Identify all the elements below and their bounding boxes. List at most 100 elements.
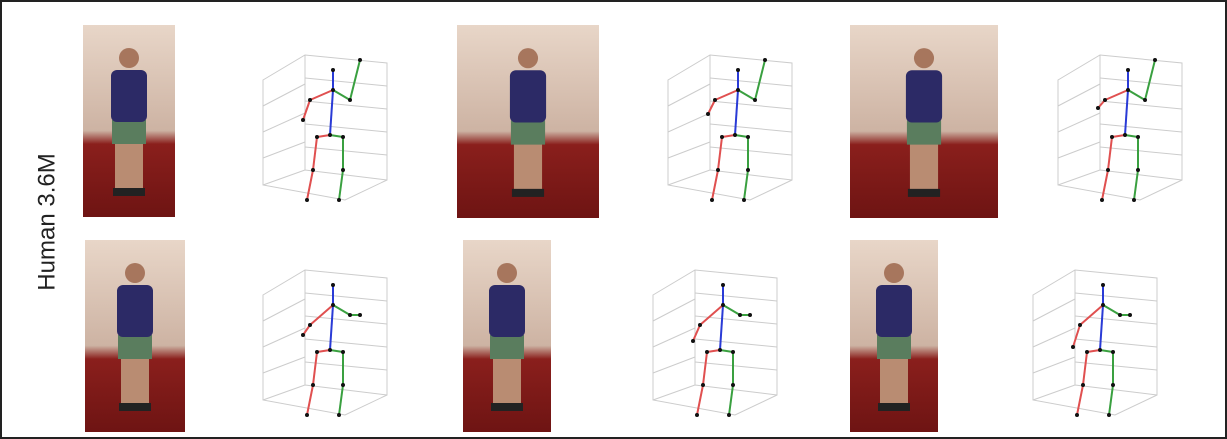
plot-grid [1075, 316, 1157, 324]
person-shoes [878, 403, 910, 411]
skeleton-joint [1106, 168, 1110, 172]
skeleton-bone [718, 137, 722, 170]
skeleton-bone [310, 305, 333, 325]
person-shorts [490, 335, 524, 359]
skeleton-joint [308, 98, 312, 102]
person-shoes [113, 188, 145, 196]
skeleton-bone [1080, 305, 1103, 325]
skeleton-joint [1085, 350, 1089, 354]
skeleton-bone [350, 60, 360, 100]
photo [457, 25, 599, 218]
plot-box [1033, 270, 1157, 415]
photo [850, 240, 938, 432]
person-shoes [512, 189, 544, 197]
skeleton-joint [1126, 88, 1130, 92]
skeleton-bone [738, 90, 755, 100]
skeleton-joint [701, 383, 705, 387]
person-shoes [491, 403, 523, 411]
person-head [125, 263, 145, 283]
person-legs [115, 140, 143, 190]
skeleton-joint [341, 383, 345, 387]
plot-grid [305, 101, 387, 109]
skeleton-joint [341, 350, 345, 354]
person-shirt [117, 285, 153, 337]
skeleton-joint [301, 333, 305, 337]
skeleton-joint [706, 112, 710, 116]
plot-grid [305, 147, 387, 155]
skeleton-plot [653, 270, 777, 417]
person-head [884, 263, 904, 283]
plot-grid [1100, 124, 1182, 132]
skeleton-joint [1071, 345, 1075, 349]
plot-grid [263, 84, 305, 106]
skeleton-bone [330, 305, 333, 350]
plot-box [668, 55, 792, 200]
skeleton-joint [742, 198, 746, 202]
photo [83, 25, 175, 217]
plot-grid [695, 293, 777, 301]
person-shorts [118, 335, 152, 359]
skeleton-joint [748, 313, 752, 317]
plot-grid [263, 357, 305, 373]
plot-box [1058, 55, 1182, 200]
skeleton-joint [348, 313, 352, 317]
photo [850, 25, 998, 218]
plot-grid [1100, 147, 1182, 155]
plot-grid [263, 299, 305, 321]
person-shorts [907, 120, 941, 144]
skeleton-joint [328, 133, 332, 137]
skeleton-joint [337, 198, 341, 202]
person-shoes [908, 189, 940, 197]
photo [85, 240, 185, 432]
person-head [497, 263, 517, 283]
skeleton-joint [341, 168, 345, 172]
skeleton-joint [746, 135, 750, 139]
skeleton-plot [668, 55, 792, 202]
person-legs [514, 141, 542, 191]
skeleton-plot [263, 270, 387, 417]
skeleton-plot [263, 55, 387, 202]
plot-grid [710, 101, 792, 109]
person-legs [880, 355, 908, 405]
plot-grid [1058, 142, 1100, 158]
skeleton-joint [721, 303, 725, 307]
person-legs [493, 355, 521, 405]
skeleton-bone [333, 305, 350, 315]
skeleton-joint [358, 313, 362, 317]
skeleton-bone [303, 100, 310, 120]
skeleton-joint [1101, 283, 1105, 287]
person-head [518, 48, 538, 68]
skeleton-joint [716, 168, 720, 172]
skeleton-bone [1128, 90, 1145, 100]
skeleton-joint [1100, 198, 1104, 202]
skeleton-joint [1126, 68, 1130, 72]
plot-box [263, 270, 387, 415]
skeleton-joint [348, 98, 352, 102]
figure-canvas: Human 3.6M [0, 0, 1227, 439]
plot-grid [653, 357, 695, 373]
skeleton-joint [753, 98, 757, 102]
skeleton-joint [738, 313, 742, 317]
skeleton-joint [1081, 383, 1085, 387]
skeleton-joint [305, 413, 309, 417]
skeleton-joint [1136, 168, 1140, 172]
skeleton-joint [1132, 198, 1136, 202]
skeleton-joint [331, 68, 335, 72]
skeleton-joint [720, 135, 724, 139]
skeleton-joint [691, 339, 695, 343]
skeleton-joint [1153, 58, 1157, 62]
skeleton-joint [736, 68, 740, 72]
skeleton-joint [1136, 135, 1140, 139]
skeleton-joint [727, 413, 731, 417]
plot-grid [695, 339, 777, 347]
skeleton-joint [308, 323, 312, 327]
skeleton-bone [1105, 90, 1128, 100]
skeleton-joint [1110, 135, 1114, 139]
skeleton-bone [712, 170, 718, 200]
skeleton-bone [307, 385, 313, 415]
skeleton-joint [331, 88, 335, 92]
row-label: Human 3.6M [33, 153, 60, 290]
skeleton-joint [721, 283, 725, 287]
plot-box [653, 270, 777, 415]
plot-grid [710, 124, 792, 132]
